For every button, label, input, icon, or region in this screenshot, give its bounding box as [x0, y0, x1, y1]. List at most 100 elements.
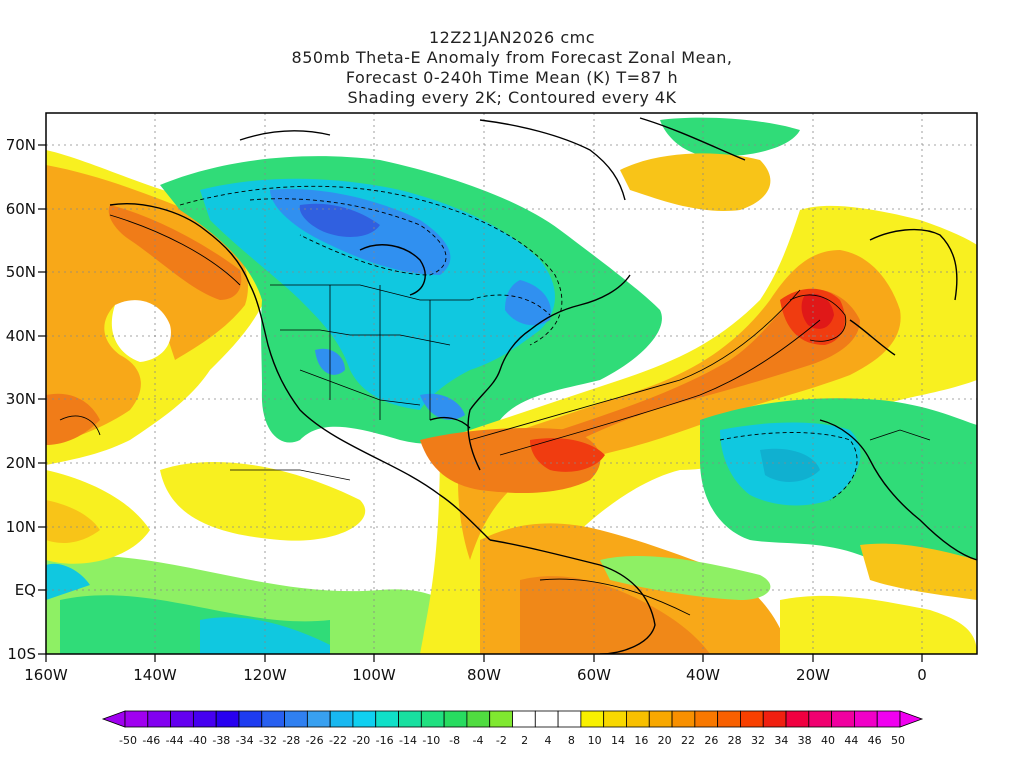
colorbar-tick-label: 10: [588, 734, 602, 747]
colorbar-swatch: [443, 710, 468, 728]
colorbar-tick-label: 34: [774, 734, 788, 747]
colorbar-tick-label: 2: [521, 734, 528, 747]
tick-marks: [38, 144, 923, 662]
x-tick-label: 160W: [24, 666, 68, 684]
y-tick-label: 20N: [6, 454, 36, 472]
colorbar-swatch: [284, 710, 308, 728]
y-tick-label: EQ: [15, 581, 36, 599]
colorbar-swatch: [261, 710, 285, 728]
title-line-2: 850mb Theta-E Anomaly from Forecast Zona…: [291, 48, 733, 67]
colorbar-swatch: [557, 710, 582, 728]
colorbar-swatch: [694, 710, 719, 728]
y-tick-label: 10S: [7, 645, 36, 663]
colorbar-swatch: [603, 710, 627, 728]
colorbar-swatch: [580, 710, 605, 728]
colorbar-swatch: [808, 710, 833, 728]
colorbar-swatch: [626, 710, 650, 728]
colorbar-swatch: [192, 710, 217, 728]
colorbar-tick-label: -16: [376, 734, 394, 747]
colorbar-swatch: [398, 710, 422, 728]
colorbar-swatch: [147, 710, 171, 728]
colorbar-tick-label: -8: [449, 734, 460, 747]
coastlines: [109, 117, 977, 654]
colorbar-swatch: [648, 710, 673, 728]
x-tick-label: 120W: [243, 666, 287, 684]
colorbar-swatch: [740, 710, 764, 728]
colorbar-tick-label: -14: [399, 734, 417, 747]
colorbar-swatch: [489, 710, 513, 728]
colorbar-swatch: [762, 710, 787, 728]
colorbar-tick-label: 22: [681, 734, 695, 747]
colorbar-swatch: [375, 710, 399, 728]
y-tick-label: 70N: [6, 136, 36, 154]
colorbar-tick-label: 40: [821, 734, 835, 747]
colorbar-tick-label: 16: [634, 734, 648, 747]
x-tick-label: 0: [917, 666, 927, 684]
colorbar-swatch: [534, 710, 559, 728]
y-tick-label: 60N: [6, 200, 36, 218]
colorbar-tick-label: 8: [568, 734, 575, 747]
colorbar-tick-label: -32: [259, 734, 277, 747]
political-borders: [230, 284, 931, 481]
y-axis-labels: 70N 60N 50N 40N 30N 20N 10N EQ 10S: [6, 136, 36, 663]
y-tick-label: 50N: [6, 263, 36, 281]
y-tick-label: 10N: [6, 518, 36, 536]
colorbar-swatch: [170, 710, 194, 728]
colorbar: [101, 710, 924, 728]
colorbar-swatch: [854, 710, 878, 728]
map-title: 12Z21JAN2026 cmc 850mb Theta-E Anomaly f…: [0, 28, 1024, 108]
colorbar-tick-label: -10: [422, 734, 440, 747]
x-tick-label: 20W: [796, 666, 830, 684]
colorbar-tick-label: 14: [611, 734, 625, 747]
colorbar-tick-label: -26: [306, 734, 324, 747]
colorbar-swatch: [329, 710, 354, 728]
title-line-4: Shading every 2K; Contoured every 4K: [347, 88, 677, 107]
colorbar-tick-label: -38: [212, 734, 230, 747]
colorbar-tick-label: 4: [545, 734, 552, 747]
colorbar-tick-label: -46: [142, 734, 160, 747]
colorbar-high-arrow: [899, 710, 924, 728]
title-line-1: 12Z21JAN2026 cmc: [428, 28, 595, 47]
map-grid: [46, 113, 977, 654]
x-tick-label: 100W: [352, 666, 396, 684]
colorbar-swatch: [785, 710, 810, 728]
x-tick-label: 140W: [133, 666, 177, 684]
colorbar-swatch: [671, 710, 696, 728]
title-line-3: Forecast 0-240h Time Mean (K) T=87 h: [345, 68, 679, 87]
colorbar-tick-label: -34: [236, 734, 254, 747]
x-tick-label: 40W: [686, 666, 720, 684]
colorbar-tick-label: -40: [189, 734, 207, 747]
colorbar-swatch: [512, 710, 536, 728]
plot-frame: [45, 112, 978, 655]
colorbar-swatch: [352, 710, 377, 728]
colorbar-tick-label: -22: [329, 734, 347, 747]
colorbar-tick-label: 46: [868, 734, 882, 747]
colorbar-tick-label: 44: [844, 734, 858, 747]
colorbar-swatch: [466, 710, 491, 728]
colorbar-tick-label: -28: [282, 734, 300, 747]
x-tick-label: 60W: [577, 666, 611, 684]
colorbar-tick-label: 26: [704, 734, 718, 747]
colorbar-swatch: [831, 710, 855, 728]
colorbar-swatch: [215, 710, 240, 728]
colorbar-swatch: [420, 710, 445, 728]
y-tick-label: 40N: [6, 327, 36, 345]
y-tick-label: 30N: [6, 390, 36, 408]
colorbar-swatch: [124, 710, 149, 728]
colorbar-tick-label: 38: [798, 734, 812, 747]
colorbar-tick-label: 32: [751, 734, 765, 747]
colorbar-tick-label: -44: [166, 734, 184, 747]
x-tick-label: 80W: [467, 666, 501, 684]
colorbar-tick-label: -50: [119, 734, 137, 747]
colorbar-swatch: [876, 710, 901, 728]
colorbar-labels: -50 -46 -44 -40 -38 -34 -32 -28 -26 -22 -20 -16 -14-…: [119, 734, 905, 747]
colorbar-tick-label: 50: [891, 734, 905, 747]
colorbar-tick-label: -20: [352, 734, 370, 747]
colorbar-tick-label: 20: [658, 734, 672, 747]
colorbar-swatch: [306, 710, 331, 728]
colorbar-tick-label: -2: [496, 734, 507, 747]
colorbar-swatch: [238, 710, 263, 728]
x-axis-labels: 160W 140W 120W 100W 80W 60W 40W 20W 0: [24, 666, 927, 684]
colorbar-swatch: [717, 710, 741, 728]
